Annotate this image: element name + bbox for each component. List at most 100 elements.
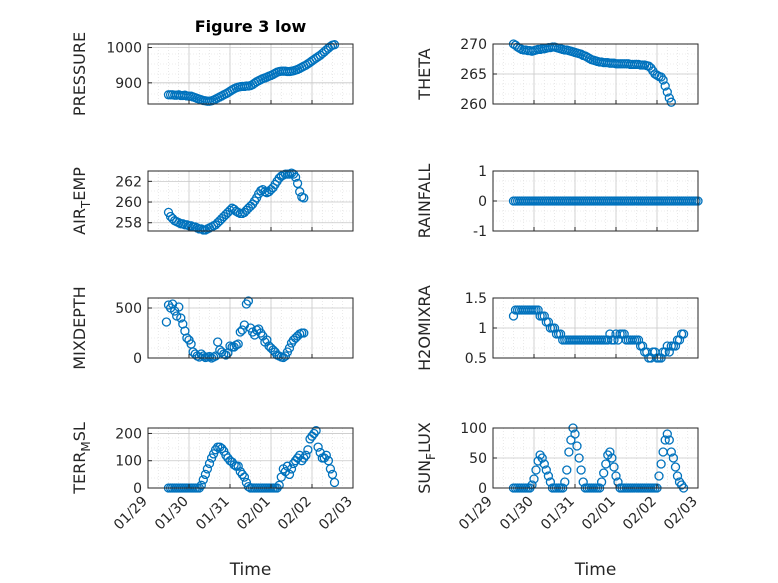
data-point — [654, 471, 664, 481]
subplot-h2omixra: 0.5 1 1.5 H2OMIXRA — [415, 285, 699, 371]
data-point — [529, 474, 539, 484]
subplot-airtemp: 258 260 262 AIRTEMP — [70, 167, 354, 235]
data-point — [664, 93, 674, 103]
data-point — [237, 469, 247, 480]
x-tick-label: 01/31 — [193, 494, 233, 534]
data-point — [652, 70, 662, 80]
data-point — [321, 450, 331, 460]
data-point — [660, 435, 670, 445]
data-point — [562, 465, 572, 475]
y-tick-label: 500 — [115, 301, 142, 317]
data-point — [672, 471, 683, 481]
data-point — [609, 335, 619, 345]
x-tick-label: 02/02 — [620, 494, 660, 534]
data-point — [309, 428, 319, 439]
y-tick-label: 265 — [460, 67, 487, 83]
y-axis-label: PRESSURE — [70, 32, 89, 116]
data-point — [186, 221, 196, 231]
data-point — [584, 53, 595, 64]
data-point — [286, 464, 297, 474]
y-tick-label: 100 — [460, 421, 487, 437]
data-point — [311, 426, 321, 436]
y-axis-label: MIXDEPTH — [70, 286, 89, 369]
data-point — [662, 87, 672, 97]
data-point — [229, 460, 239, 470]
data-point — [225, 205, 235, 215]
y-tick-label: 262 — [115, 174, 142, 190]
data-point — [664, 435, 674, 445]
data-point — [270, 68, 280, 78]
subplot-terrmsl: 0 100 200 01/29 01/30 01/31 02/01 02/02 02/03 Tim… — [70, 422, 356, 580]
axes-frame — [147, 427, 354, 489]
data-point — [239, 472, 250, 482]
y-tick-label: 1 — [478, 164, 487, 180]
y-tick-label: 0 — [478, 194, 487, 210]
data-point — [541, 465, 551, 475]
y-axis-label: RAINFALL — [415, 164, 434, 239]
x-axis-label: Time — [574, 560, 617, 580]
y-tick-label: 0 — [133, 481, 142, 497]
data-point — [555, 329, 566, 339]
data-point — [662, 429, 672, 439]
x-tick-label: 02/02 — [275, 494, 315, 534]
y-axis-label: H2OMIXRA — [415, 285, 434, 371]
data-point — [204, 351, 215, 362]
data-point — [284, 343, 295, 353]
y-tick-label: 1000 — [106, 41, 142, 57]
data-point — [543, 471, 554, 481]
data-point — [607, 453, 617, 463]
data-point — [243, 296, 254, 306]
axes-frame — [147, 297, 354, 359]
data-point — [329, 40, 340, 50]
data-point — [539, 459, 549, 469]
y-axis-label: SUNFLUX — [415, 422, 438, 494]
data-point — [198, 351, 208, 361]
data-point — [601, 459, 611, 469]
data-point — [295, 187, 305, 197]
data-point — [637, 341, 648, 351]
axes-frame — [147, 170, 354, 232]
data-point — [660, 347, 670, 357]
data-point — [204, 458, 215, 469]
x-tick-label: 02/03 — [661, 494, 701, 534]
data-point — [656, 459, 666, 469]
data-point — [564, 447, 574, 457]
subplot-theta: 260 265 270 THETA — [415, 37, 699, 113]
x-tick-label: 01/29 — [111, 494, 151, 534]
y-axis-label: AIRTEMP — [70, 167, 93, 235]
data-point — [233, 339, 243, 349]
data-point — [292, 178, 303, 189]
data-point — [198, 475, 208, 485]
y-tick-label: 0 — [478, 481, 487, 497]
data-point — [572, 441, 582, 451]
data-point — [609, 462, 619, 472]
data-point — [576, 465, 586, 475]
x-tick-label: 01/30 — [497, 494, 537, 534]
data-point — [611, 471, 621, 481]
data-point — [235, 327, 245, 337]
data-point — [599, 468, 609, 478]
data-point — [233, 461, 243, 471]
y-tick-label: 1.5 — [465, 291, 487, 307]
data-point — [560, 477, 570, 487]
y-tick-label: 0 — [133, 351, 142, 367]
data-point — [660, 81, 670, 91]
data-point — [537, 453, 547, 463]
data-point — [574, 453, 584, 463]
y-tick-label: 260 — [460, 97, 487, 113]
data-point — [182, 333, 192, 343]
x-tick-label: 01/30 — [152, 494, 192, 534]
y-tick-label: 200 — [115, 426, 142, 442]
y-tick-label: 900 — [115, 76, 142, 92]
data-point — [290, 172, 301, 182]
data-point — [323, 456, 334, 466]
y-tick-label: 258 — [115, 216, 142, 232]
x-axis-label: Time — [229, 560, 272, 580]
subplot-pressure: 900 1000 PRESSURE Figure 3 low — [70, 17, 354, 116]
data-point — [202, 464, 213, 474]
data-point — [605, 447, 615, 457]
data-point — [325, 464, 336, 474]
data-point — [161, 317, 172, 327]
data-point — [301, 450, 311, 460]
